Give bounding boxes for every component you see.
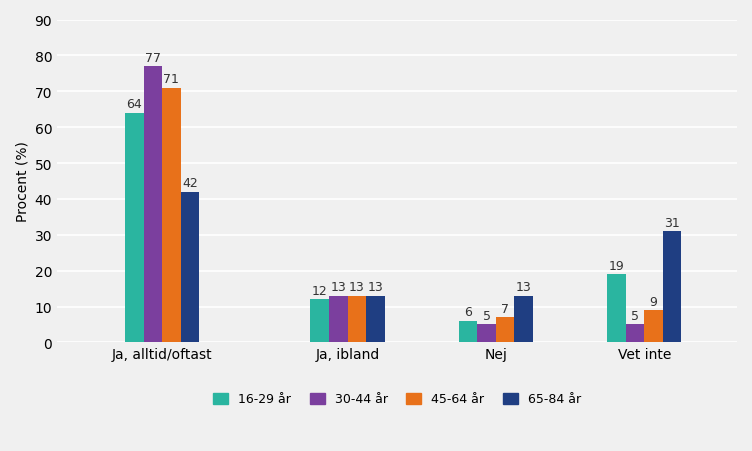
Text: 5: 5	[483, 309, 490, 322]
Bar	[162, 88, 180, 343]
Text: 6: 6	[464, 306, 472, 319]
Text: 31: 31	[664, 216, 680, 229]
Text: 13: 13	[349, 281, 365, 294]
Bar	[607, 275, 626, 343]
Text: 12: 12	[312, 284, 328, 297]
Legend: 16-29 år, 30-44 år, 45-64 år, 65-84 år: 16-29 år, 30-44 år, 45-64 år, 65-84 år	[208, 387, 586, 410]
Bar	[626, 325, 644, 343]
Text: 9: 9	[650, 295, 657, 308]
Bar	[496, 318, 514, 343]
Text: 13: 13	[516, 281, 532, 294]
Text: 5: 5	[631, 309, 639, 322]
Bar	[125, 114, 144, 343]
Bar	[329, 296, 347, 343]
Bar	[663, 232, 681, 343]
Text: 13: 13	[330, 281, 346, 294]
Bar	[644, 310, 663, 343]
Text: 19: 19	[608, 259, 624, 272]
Text: 64: 64	[126, 98, 142, 111]
Text: 7: 7	[501, 302, 509, 315]
Text: 42: 42	[182, 177, 198, 190]
Bar	[347, 296, 366, 343]
Text: 13: 13	[368, 281, 384, 294]
Bar	[514, 296, 533, 343]
Text: 71: 71	[163, 73, 179, 86]
Bar	[311, 299, 329, 343]
Bar	[180, 192, 199, 343]
Bar	[478, 325, 496, 343]
Bar	[459, 321, 478, 343]
Bar	[144, 67, 162, 343]
Bar	[366, 296, 385, 343]
Text: 77: 77	[145, 51, 161, 64]
Y-axis label: Procent (%): Procent (%)	[15, 141, 29, 222]
